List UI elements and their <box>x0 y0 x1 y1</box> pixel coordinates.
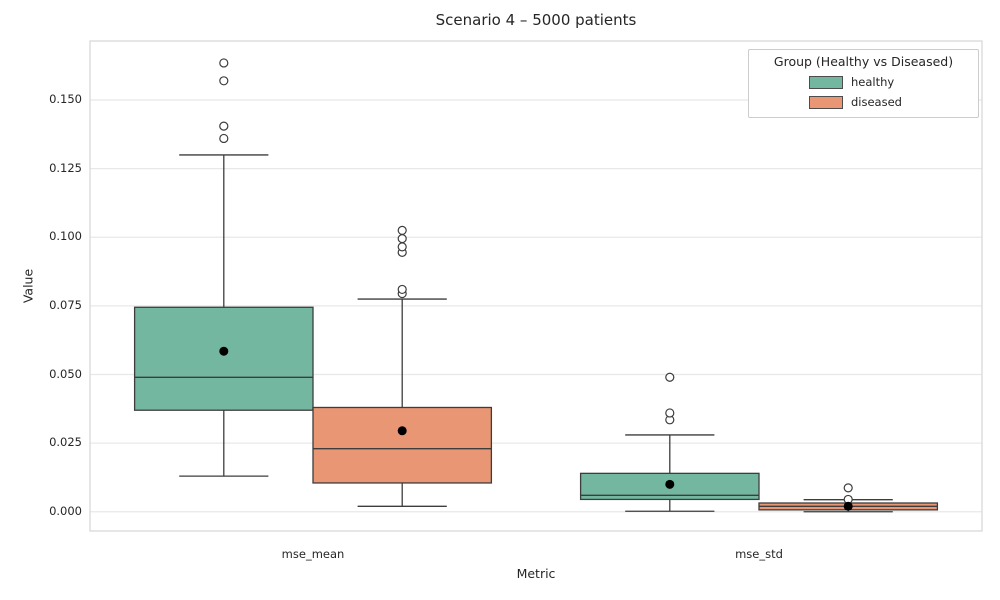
mean-dot-healthy-mse_mean <box>219 346 229 356</box>
outlier-diseased-mse_mean <box>397 234 407 244</box>
outlier-healthy-mse_std <box>665 372 675 382</box>
legend-swatch-diseased <box>809 95 843 109</box>
legend-label-healthy: healthy <box>851 75 895 89</box>
y-tick-label: 0.075 <box>49 297 82 312</box>
outlier-healthy-mse_mean <box>219 133 229 144</box>
y-tick-label: 0.025 <box>49 435 82 450</box>
mean-dot-diseased-mse_mean <box>397 426 407 436</box>
y-tick-label: 0.125 <box>49 160 82 175</box>
y-tick-label: 0.100 <box>49 229 82 244</box>
box-healthy-mse_mean <box>133 306 314 411</box>
chart-title: Scenario 4 – 5000 patients <box>435 11 637 29</box>
legend-entry-healthy: healthy <box>809 72 978 92</box>
legend-swatch-healthy <box>809 75 843 89</box>
outlier-diseased-mse_std <box>843 483 853 493</box>
mean-dot-diseased-mse_std <box>843 501 853 511</box>
outlier-diseased-mse_mean <box>397 242 407 252</box>
legend-title: Group (Healthy vs Diseased) <box>773 54 954 69</box>
legend: Group (Healthy vs Diseased) healthy dise… <box>748 49 979 118</box>
x-tick-label-mse_mean: mse_mean <box>281 547 345 561</box>
outlier-healthy-mse_mean <box>219 121 229 131</box>
legend-entry-diseased: diseased <box>809 92 978 112</box>
outlier-healthy-mse_mean <box>219 76 229 86</box>
x-tick-label-mse_std: mse_std <box>735 547 783 561</box>
y-tick-label: 0.150 <box>49 92 82 107</box>
mean-dot-healthy-mse_std <box>665 479 675 489</box>
y-tick-label: 0.050 <box>49 366 82 381</box>
outlier-healthy-mse_std <box>665 408 675 418</box>
outlier-diseased-mse_mean <box>397 225 407 236</box>
box-diseased-mse_mean <box>312 406 493 484</box>
y-tick-label: 0.000 <box>49 503 82 518</box>
outlier-diseased-mse_mean <box>397 284 407 295</box>
outlier-healthy-mse_mean <box>219 58 229 68</box>
legend-label-diseased: diseased <box>851 95 902 109</box>
axes-border <box>89 40 983 532</box>
x-axis-label: Metric <box>516 566 556 581</box>
